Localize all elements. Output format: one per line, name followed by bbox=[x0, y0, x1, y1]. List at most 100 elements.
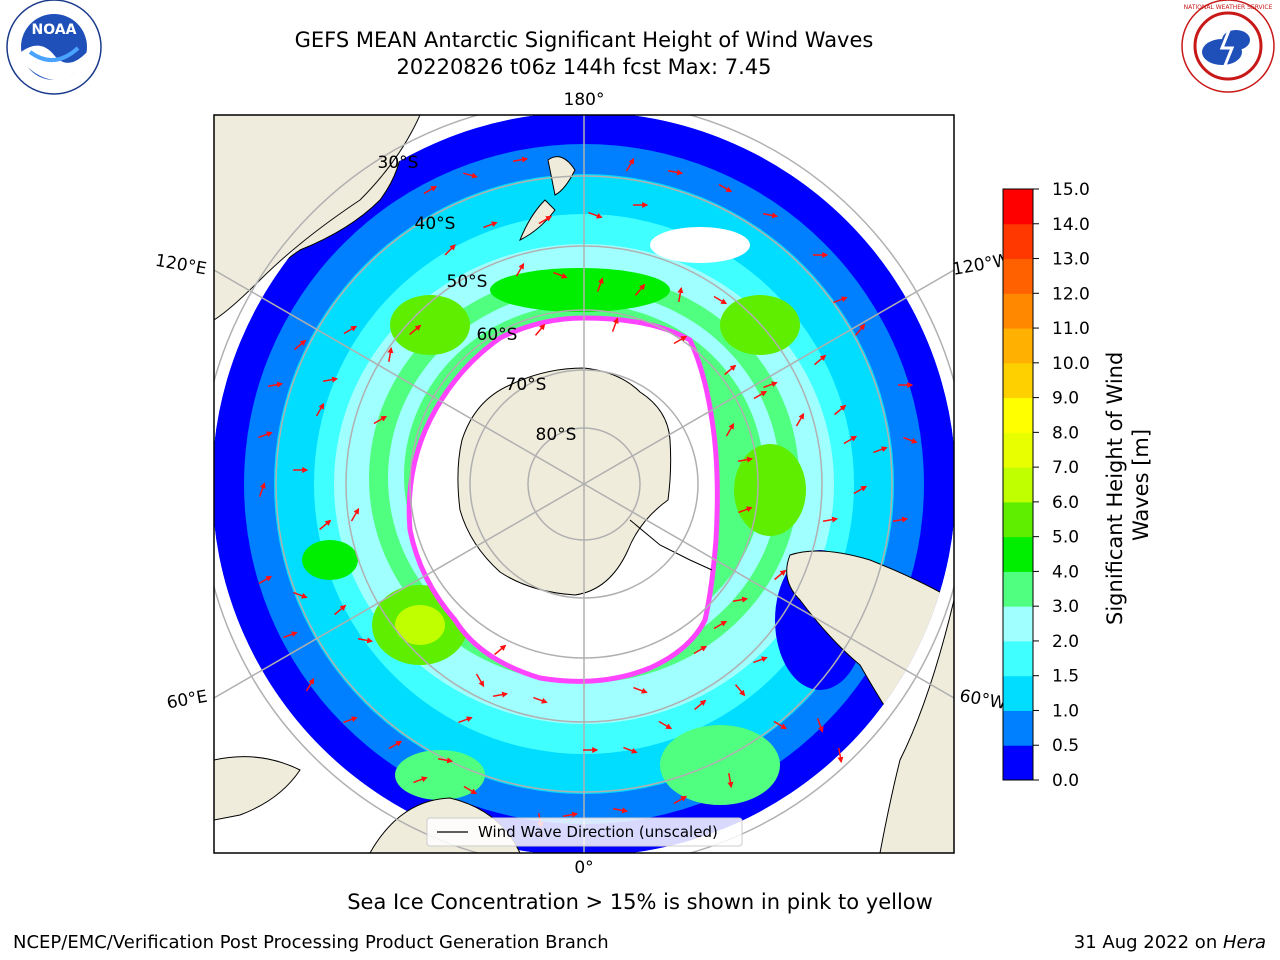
wave-direction-arrow bbox=[343, 716, 358, 724]
colorbar-tick-label: 2.0 bbox=[1052, 632, 1079, 652]
wave-direction-arrow bbox=[837, 747, 844, 764]
wave-direction-arrow bbox=[727, 772, 734, 789]
wave-direction-arrow bbox=[533, 696, 548, 704]
noaa-text: NOAA bbox=[32, 22, 77, 38]
lon-label-60e: 60°E bbox=[165, 687, 209, 714]
wave-direction-arrow bbox=[763, 381, 778, 389]
colorbar-segment bbox=[1003, 710, 1033, 746]
legend: Wind Wave Direction (unscaled) bbox=[426, 817, 743, 847]
wave-direction-arrow bbox=[334, 604, 347, 616]
wave-direction-arrow bbox=[315, 402, 325, 417]
wave-direction-arrow bbox=[258, 482, 266, 497]
wave-direction-arrow bbox=[258, 575, 273, 585]
wave-direction-arrow bbox=[667, 169, 684, 176]
wave-direction-arrow bbox=[693, 645, 708, 655]
colorbar-segment bbox=[1003, 223, 1033, 260]
colorbar: 0.0 0.5 1.0 1.5 2.0 3.0 4.0 5.0 6.0 7.0 8.0 9.0 10.0… bbox=[1002, 180, 1090, 791]
colorbar-segment bbox=[1003, 606, 1033, 642]
wave-direction-arrow bbox=[373, 415, 388, 425]
colorbar-segment bbox=[1003, 640, 1033, 677]
wave-direction-arrow bbox=[611, 317, 619, 332]
chart-subtitle: 20220826 t06z 144h fcst Max: 7.45 bbox=[396, 55, 772, 79]
colorbar-tick-label: 12.0 bbox=[1052, 284, 1090, 304]
wave-direction-arrow bbox=[623, 746, 638, 754]
wave-direction-arrow bbox=[673, 795, 688, 805]
wave-direction-arrow bbox=[718, 183, 733, 193]
wave-direction-arrow bbox=[357, 637, 374, 644]
nws-logo: NATIONAL WEATHER SERVICE bbox=[1181, 0, 1275, 93]
wave-direction-arrow bbox=[588, 211, 603, 219]
wave-direction-arrow bbox=[483, 221, 498, 229]
wave-direction-arrow bbox=[343, 325, 358, 335]
wave-direction-arrow bbox=[322, 376, 339, 383]
colorbar-tick-label: 14.0 bbox=[1052, 215, 1090, 235]
lat-label-80s: 80°S bbox=[536, 425, 577, 445]
wave-direction-arrow bbox=[834, 404, 847, 416]
wave-direction-arrow bbox=[734, 684, 746, 697]
wave-direction-arrow bbox=[762, 212, 779, 219]
wave-direction-arrow bbox=[596, 277, 604, 292]
colorbar-segment bbox=[1003, 258, 1033, 294]
colorbar-segment bbox=[1003, 293, 1033, 329]
colorbar-tick-label: 7.0 bbox=[1052, 458, 1079, 478]
colorbar-tick-label: 9.0 bbox=[1052, 389, 1079, 409]
nws-text: NATIONAL WEATHER SERVICE bbox=[1184, 4, 1273, 11]
map-frame bbox=[213, 114, 955, 854]
colorbar-segment bbox=[1003, 189, 1033, 225]
wave-direction-arrow bbox=[562, 811, 579, 818]
colorbar-segment bbox=[1003, 328, 1033, 364]
colorbar-tick-label: 3.0 bbox=[1052, 597, 1079, 617]
colorbar-tick-label: 11.0 bbox=[1052, 319, 1090, 339]
chart-title: GEFS MEAN Antarctic Significant Height o… bbox=[294, 28, 874, 52]
colorbar-tick-label: 1.0 bbox=[1052, 701, 1079, 721]
wave-direction-arrow bbox=[737, 456, 754, 463]
wave-direction-arrow bbox=[258, 431, 273, 439]
colorbar-segment bbox=[1003, 397, 1033, 433]
wave-direction-arrow bbox=[843, 435, 858, 445]
wave-direction-arrow bbox=[725, 422, 735, 437]
wave-direction-arrow bbox=[283, 631, 298, 639]
wave-direction-arrows bbox=[258, 156, 918, 829]
wave-direction-arrow bbox=[677, 286, 684, 303]
wave-direction-arrow bbox=[463, 172, 478, 179]
wave-direction-arrow bbox=[388, 740, 403, 750]
wave-direction-arrow bbox=[773, 720, 788, 730]
wave-direction-arrow bbox=[512, 156, 529, 163]
wave-direction-arrow bbox=[413, 776, 428, 784]
lon-label-0: 0° bbox=[574, 858, 593, 878]
wave-direction-arrow bbox=[833, 296, 848, 304]
credit-text: NCEP/EMC/Verification Post Processing Pr… bbox=[13, 932, 609, 953]
colorbar-tick-label: 4.0 bbox=[1052, 562, 1079, 582]
colorbar-segment bbox=[1003, 571, 1033, 607]
colorbar-frame bbox=[1002, 188, 1034, 781]
wave-direction-arrow bbox=[732, 596, 749, 603]
wave-direction-arrow bbox=[538, 215, 553, 225]
lat-label-40s: 40°S bbox=[415, 214, 456, 234]
wave-direction-arrow bbox=[350, 507, 360, 522]
graticule bbox=[214, 115, 954, 853]
wave-direction-arrow bbox=[612, 807, 629, 814]
wave-direction-arrow bbox=[694, 699, 707, 711]
wave-direction-arrow bbox=[423, 185, 438, 195]
wave-direction-arrow bbox=[795, 412, 805, 427]
colorbar-tick-label: 0.5 bbox=[1052, 736, 1079, 756]
lon-label-120w: 120°W bbox=[951, 250, 1012, 280]
wave-direction-arrow bbox=[873, 446, 888, 454]
colorbar-label-line1: Significant Height of Wind bbox=[1103, 352, 1127, 625]
wave-direction-arrow bbox=[724, 364, 737, 376]
wave-direction-arrow bbox=[409, 324, 422, 336]
colorbar-tick-label: 6.0 bbox=[1052, 493, 1079, 513]
colorbar-segment bbox=[1003, 536, 1033, 572]
wave-direction-arrow bbox=[753, 656, 768, 664]
colorbar-segment bbox=[1003, 675, 1033, 711]
wave-direction-arrow bbox=[814, 354, 827, 366]
wave-direction-arrow bbox=[738, 506, 753, 514]
wave-direction-arrow bbox=[305, 677, 315, 692]
colorbar-tick-label: 15.0 bbox=[1052, 180, 1090, 200]
wave-direction-arrow bbox=[658, 720, 673, 730]
wave-direction-arrow bbox=[713, 620, 728, 630]
wave-direction-arrow bbox=[753, 390, 768, 400]
colorbar-segment bbox=[1003, 362, 1033, 399]
lon-label-120e: 120°E bbox=[154, 251, 208, 280]
wave-direction-arrow bbox=[854, 323, 866, 336]
